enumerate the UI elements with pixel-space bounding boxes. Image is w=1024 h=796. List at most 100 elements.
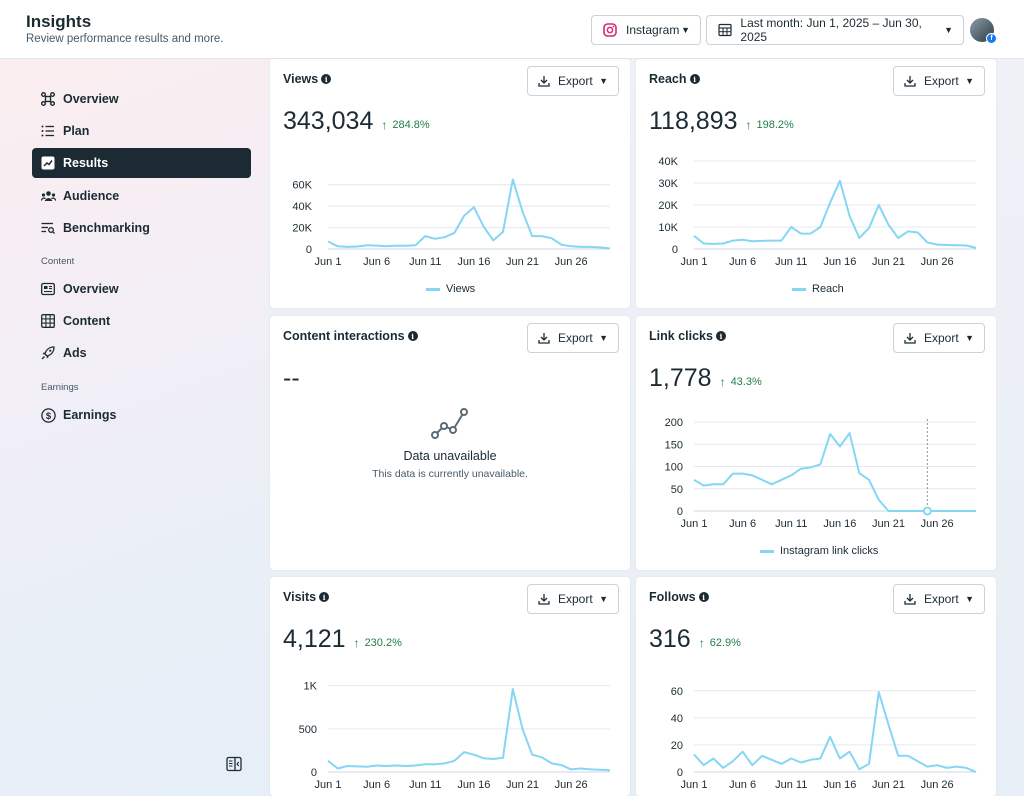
grid-icon: [40, 313, 56, 329]
x-tick-label: Jun 26: [921, 779, 954, 791]
metric-value: 316 ↑ 62.9%: [649, 625, 741, 653]
overview-icon: [40, 91, 56, 107]
sidebar-item-label: Plan: [63, 124, 90, 138]
hover-point: [922, 506, 932, 516]
metric-value: 343,034 ↑ 284.8%: [283, 107, 430, 135]
chevron-down-icon: ▼: [599, 76, 608, 86]
x-tick-label: Jun 26: [921, 518, 954, 530]
sidebar-item-label: Overview: [63, 282, 119, 296]
x-tick-label: Jun 11: [409, 779, 441, 791]
delta-badge: ↑ 284.8%: [381, 118, 430, 132]
sidebar: [0, 59, 268, 796]
y-tick-label: 100: [665, 462, 683, 474]
page-title: Insights: [26, 12, 92, 31]
arrow-up-icon: ↑: [745, 118, 752, 132]
sidebar-item-label: Ads: [63, 346, 87, 360]
sidebar-item-content-overview[interactable]: Overview: [32, 274, 251, 304]
chart-unavailable-icon: [270, 406, 630, 443]
sidebar-item-overview[interactable]: Overview: [32, 84, 251, 114]
download-icon: [904, 593, 916, 605]
x-tick-label: Jun 21: [872, 779, 905, 791]
sidebar-item-audience[interactable]: Audience: [32, 181, 251, 211]
x-tick-label: Jun 21: [506, 256, 539, 268]
export-button[interactable]: Export ▼: [527, 584, 619, 614]
y-tick-label: 40K: [292, 201, 312, 213]
export-button[interactable]: Export ▼: [893, 66, 985, 96]
data-unavailable-state: Data unavailable This data is currently …: [270, 406, 630, 480]
x-tick-label: Jun 1: [681, 518, 708, 530]
sidebar-item-label: Benchmarking: [63, 221, 150, 235]
y-tick-label: 0: [311, 767, 317, 779]
y-tick-label: 500: [299, 724, 317, 736]
sidebar-item-benchmarking[interactable]: Benchmarking: [32, 213, 251, 243]
visits-card: Visits i Export ▼ 4,121 ↑ 230.2% 0 500 1K Jun…: [270, 577, 630, 796]
export-button[interactable]: Export ▼: [893, 584, 985, 614]
legend-swatch: [426, 287, 440, 291]
y-tick-label: 30K: [658, 178, 678, 190]
platform-dropdown[interactable]: Instagram ▼: [591, 15, 701, 45]
sidebar-item-earnings[interactable]: $ Earnings: [32, 400, 251, 430]
legend-swatch: [760, 549, 774, 553]
card-title: Views i: [283, 72, 332, 86]
info-icon[interactable]: i: [319, 592, 330, 602]
card-title: Follows i: [649, 590, 709, 604]
x-tick-label: Jun 21: [872, 518, 905, 530]
y-tick-label: 20K: [658, 200, 678, 212]
info-icon[interactable]: i: [698, 592, 709, 602]
svg-text:$: $: [45, 411, 51, 422]
y-tick-label: 0: [677, 506, 683, 518]
x-tick-label: Jun 1: [681, 256, 708, 268]
x-tick-label: Jun 6: [729, 779, 756, 791]
arrow-up-icon: ↑: [381, 118, 388, 132]
y-tick-label: 0: [306, 244, 312, 256]
follows-card: Follows i Export ▼ 316 ↑ 62.9% 0 20 40 60 Jun …: [636, 577, 996, 796]
chevron-down-icon: ▼: [681, 25, 690, 35]
download-icon: [904, 75, 916, 87]
chevron-down-icon: ▼: [944, 25, 953, 35]
reach-card: Reach i Export ▼ 118,893 ↑ 198.2% 0 10K 20K 3…: [636, 59, 996, 308]
y-tick-label: 50: [671, 484, 683, 496]
platform-dropdown-label: Instagram: [626, 23, 680, 37]
page-subtitle: Review performance results and more.: [26, 33, 224, 45]
card-title: Link clicks i: [649, 329, 726, 343]
sidebar-item-plan[interactable]: Plan: [32, 116, 251, 146]
sidebar-item-label: Audience: [63, 189, 120, 203]
info-icon[interactable]: i: [407, 331, 418, 341]
x-tick-label: Jun 16: [457, 779, 490, 791]
arrow-up-icon: ↑: [353, 636, 360, 650]
chevron-down-icon: ▼: [965, 594, 974, 604]
sidebar-section-earnings: Earnings: [41, 382, 79, 393]
people-icon: [40, 188, 56, 204]
info-icon[interactable]: i: [321, 74, 332, 84]
export-label: Export: [558, 74, 593, 88]
sidebar-item-ads[interactable]: Ads: [32, 338, 251, 368]
export-label: Export: [924, 592, 959, 606]
sidebar-item-content[interactable]: Content: [32, 306, 251, 336]
metric-value: 4,121 ↑ 230.2%: [283, 625, 402, 653]
x-tick-label: Jun 26: [555, 256, 588, 268]
list-icon: [40, 123, 56, 139]
chart-legend: Reach: [792, 283, 844, 295]
export-button[interactable]: Export ▼: [893, 323, 985, 353]
dollar-icon: $: [40, 407, 56, 423]
sidebar-item-results[interactable]: Results: [32, 148, 251, 178]
chevron-down-icon: ▼: [965, 333, 974, 343]
y-tick-label: 0: [672, 244, 678, 256]
x-tick-label: Jun 16: [457, 256, 490, 268]
benchmark-icon: [40, 220, 56, 236]
collapse-sidebar-icon[interactable]: [226, 756, 242, 772]
info-icon[interactable]: i: [715, 331, 726, 341]
export-label: Export: [924, 74, 959, 88]
y-tick-label: 0: [677, 767, 683, 779]
date-range-label: Last month: Jun 1, 2025 – Jun 30, 2025: [740, 16, 922, 44]
export-button[interactable]: Export ▼: [527, 66, 619, 96]
views-card: Views i Export ▼ 343,034 ↑ 284.8% 0 20K 40K 6…: [270, 59, 630, 308]
date-range-dropdown[interactable]: Last month: Jun 1, 2025 – Jun 30, 2025 ▼: [706, 15, 964, 45]
export-button[interactable]: Export ▼: [527, 323, 619, 353]
info-icon[interactable]: i: [689, 74, 700, 84]
reach-chart: 0 10K 20K 30K 40K Jun 1 Jun 6 Jun 11 Jun 16 Jun 2…: [658, 156, 977, 268]
chart-legend: Views: [426, 283, 475, 295]
delta-badge: ↑ 43.3%: [719, 375, 762, 389]
y-tick-label: 10K: [658, 222, 678, 234]
x-tick-label: Jun 26: [921, 256, 954, 268]
